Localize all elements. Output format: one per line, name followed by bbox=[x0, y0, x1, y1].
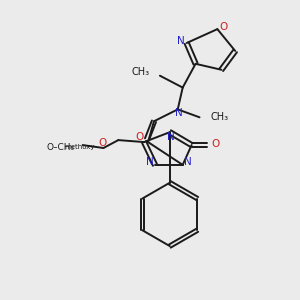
Text: O: O bbox=[98, 138, 106, 148]
Text: O: O bbox=[135, 132, 143, 142]
Text: N: N bbox=[177, 36, 184, 46]
Text: O–CH₃: O–CH₃ bbox=[46, 142, 75, 152]
Text: N: N bbox=[184, 157, 191, 167]
Text: N: N bbox=[175, 108, 183, 118]
Text: N: N bbox=[146, 157, 154, 167]
Text: methoxy: methoxy bbox=[64, 144, 95, 150]
Text: CH₃: CH₃ bbox=[210, 112, 229, 122]
Text: N: N bbox=[167, 132, 175, 142]
Text: O: O bbox=[219, 22, 227, 32]
Text: O: O bbox=[211, 139, 220, 149]
Text: CH₃: CH₃ bbox=[132, 67, 150, 77]
